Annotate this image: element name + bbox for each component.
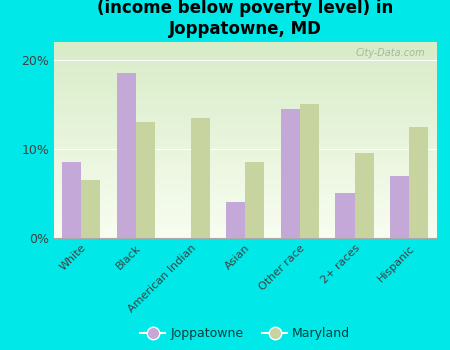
Bar <box>62 162 81 238</box>
Bar <box>390 176 409 238</box>
Title: Breakdown of poor residents within races
(income below poverty level) in
Joppato: Breakdown of poor residents within races… <box>49 0 441 38</box>
Text: City-Data.com: City-Data.com <box>356 48 425 58</box>
Bar <box>409 127 428 238</box>
Bar <box>281 109 300 238</box>
Bar <box>226 202 245 238</box>
Bar <box>300 104 319 238</box>
Bar <box>191 118 210 238</box>
Bar <box>81 180 100 238</box>
Legend: Joppatowne, Maryland: Joppatowne, Maryland <box>135 322 355 345</box>
Bar <box>245 162 265 238</box>
Bar <box>117 73 136 238</box>
Bar <box>355 153 374 238</box>
Bar <box>335 194 355 238</box>
Bar <box>136 122 155 238</box>
